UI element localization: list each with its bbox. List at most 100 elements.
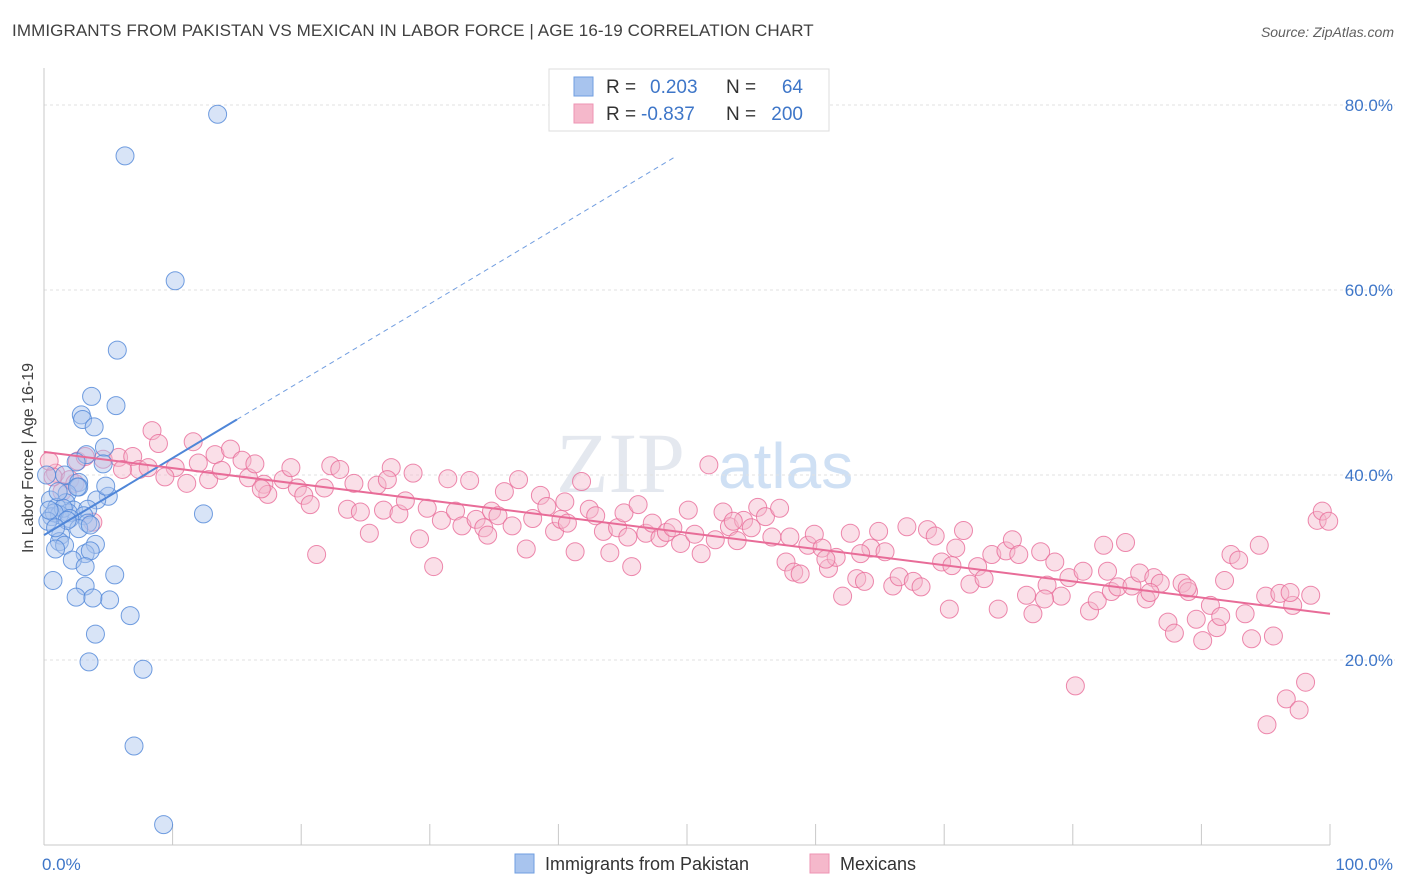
y-tick-label: 40.0% [1345, 466, 1393, 485]
point-mexicans [1116, 533, 1136, 553]
point-pakistan [106, 396, 126, 416]
point-pakistan [73, 410, 93, 429]
point-mexicans [452, 516, 472, 536]
point-mexicans [359, 523, 379, 543]
bottom-legend-swatch-mexicans [809, 853, 830, 874]
y-tick-label: 20.0% [1345, 651, 1393, 670]
point-mexicans [211, 460, 231, 480]
point-mexicans [344, 473, 364, 493]
point-mexicans [618, 527, 638, 547]
point-mexicans [281, 458, 301, 478]
point-pakistan [75, 557, 95, 577]
point-pakistan [39, 500, 59, 520]
point-pakistan [37, 465, 57, 485]
point-mexicans [833, 586, 853, 606]
point-mexicans [723, 511, 743, 531]
point-mexicans [1280, 582, 1300, 602]
point-pakistan [85, 624, 105, 644]
point-mexicans [183, 432, 203, 452]
point-mexicans [734, 510, 754, 530]
point-mexicans [1023, 604, 1043, 624]
point-mexicans [466, 509, 486, 529]
point-mexicans [258, 484, 278, 504]
point-mexicans [883, 576, 903, 596]
point-mexicans [1215, 570, 1235, 590]
point-mexicans [1009, 545, 1029, 565]
legend-r-label-mexicans: R = [606, 104, 636, 125]
point-mexicans [1207, 618, 1227, 638]
x-tick-label-min: 0.0% [42, 855, 81, 874]
point-mexicans [494, 482, 514, 502]
y-tick-label: 80.0% [1345, 96, 1393, 115]
point-mexicans [925, 526, 945, 546]
point-pakistan [47, 497, 67, 517]
point-mexicans [350, 502, 370, 522]
point-mexicans [946, 538, 966, 558]
point-mexicans [438, 469, 458, 489]
point-pakistan [107, 340, 127, 360]
point-pakistan [80, 541, 100, 561]
legend-swatch-pakistan [573, 76, 594, 97]
point-mexicans [780, 527, 800, 547]
point-pakistan [105, 565, 125, 585]
point-pakistan [96, 476, 116, 496]
point-mexicans [509, 470, 529, 490]
point-mexicans [431, 510, 451, 530]
point-mexicans [903, 571, 923, 591]
point-mexicans [1319, 511, 1339, 531]
point-mexicans [395, 491, 415, 511]
legend-swatch-mexicans [573, 103, 594, 124]
point-mexicans [330, 459, 350, 479]
point-pakistan [48, 482, 68, 502]
point-mexicans [816, 549, 836, 569]
point-mexicans [1193, 631, 1213, 651]
bottom-legend-label-mexicans: Mexicans [840, 854, 916, 874]
legend-n-value-pakistan: 64 [782, 77, 804, 98]
y-axis-label: In Labor Force | Age 16-19 [20, 363, 37, 553]
point-pakistan [165, 271, 185, 291]
point-mexicans [861, 538, 881, 558]
point-mexicans [897, 517, 917, 537]
point-mexicans [600, 543, 620, 563]
watermark-atlas: atlas [718, 430, 853, 502]
chart-title: IMMIGRANTS FROM PAKISTAN VS MEXICAN IN L… [12, 21, 814, 40]
legend-box: R = 0.203 N = 64 R = -0.837 N = 200 [548, 68, 830, 132]
trendline-mexicans [43, 450, 1331, 615]
point-mexicans [889, 567, 909, 587]
point-mexicans [663, 518, 683, 538]
point-pakistan [76, 445, 96, 465]
point-mexicans [555, 492, 575, 512]
point-mexicans [1158, 612, 1178, 632]
point-mexicans [177, 473, 197, 493]
point-pakistan [66, 452, 86, 472]
point-mexicans [410, 529, 430, 549]
point-mexicans [1087, 591, 1107, 611]
point-mexicans [982, 545, 1002, 565]
point-mexicans [917, 520, 937, 540]
point-mexicans [1235, 604, 1255, 624]
point-mexicans [294, 485, 314, 505]
point-pakistan [79, 652, 99, 672]
gridlines [44, 104, 1395, 661]
point-mexicans [1312, 501, 1332, 521]
point-mexicans [705, 530, 725, 550]
point-mexicans [199, 470, 219, 490]
point-mexicans [188, 453, 208, 473]
point-pakistan [78, 513, 98, 533]
point-mexicans [1249, 535, 1269, 555]
point-mexicans [671, 533, 691, 553]
bottom-legend-swatch-pakistan [514, 853, 535, 874]
point-mexicans [1301, 585, 1321, 605]
point-mexicans [1051, 586, 1071, 606]
point-mexicans [741, 518, 761, 538]
point-mexicans [939, 599, 959, 619]
point-pakistan [124, 736, 144, 756]
point-pakistan [193, 504, 213, 524]
point-mexicans [251, 479, 271, 499]
chart-source: Source: ZipAtlas.com [1260, 24, 1394, 40]
point-mexicans [988, 599, 1008, 619]
point-pakistan [83, 588, 103, 608]
point-mexicans [43, 467, 63, 487]
point-pakistan [67, 477, 87, 497]
point-mexicans [960, 574, 980, 594]
